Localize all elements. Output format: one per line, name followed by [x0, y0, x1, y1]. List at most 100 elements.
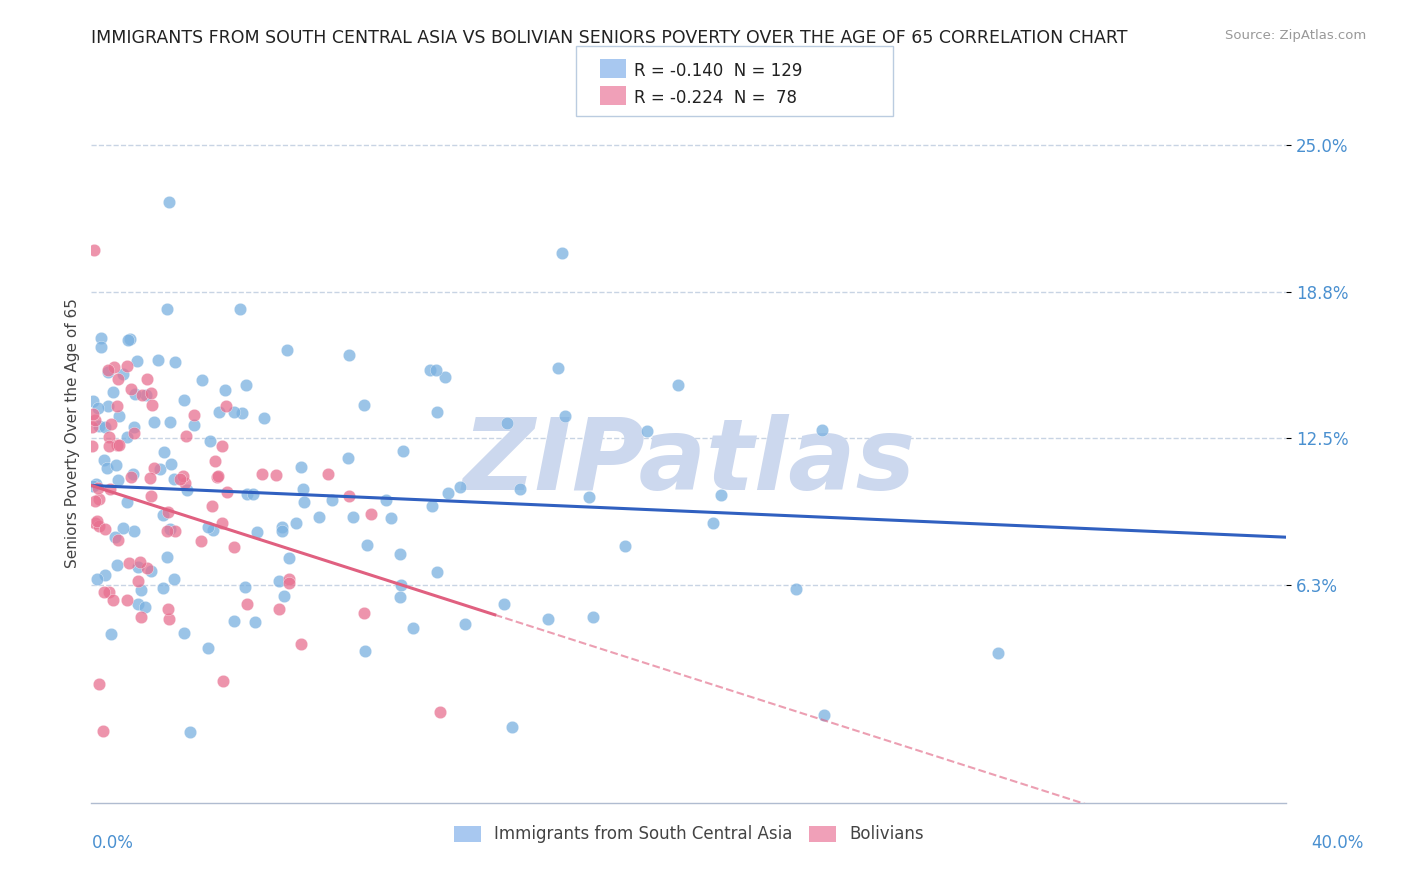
- Point: [127, 574, 149, 588]
- Point: [143, 415, 166, 429]
- Point: [509, 482, 531, 496]
- Point: [90, 340, 112, 354]
- Point: [100, 417, 122, 431]
- Y-axis label: Seniors Poverty Over the Age of 65: Seniors Poverty Over the Age of 65: [65, 298, 80, 567]
- Point: [97, 439, 120, 453]
- Point: [115, 430, 138, 444]
- Point: [264, 468, 287, 483]
- Point: [236, 487, 259, 501]
- Point: [84, 477, 107, 491]
- Point: [157, 602, 180, 616]
- Point: [267, 602, 290, 616]
- Point: [290, 459, 312, 474]
- Point: [87, 677, 110, 691]
- Point: [174, 429, 197, 443]
- Point: [276, 343, 298, 358]
- Point: [420, 500, 443, 514]
- Point: [138, 471, 160, 485]
- Point: [554, 409, 576, 423]
- Point: [84, 516, 107, 530]
- Point: [197, 520, 219, 534]
- Point: [93, 453, 115, 467]
- Point: [141, 489, 163, 503]
- Point: [124, 387, 146, 401]
- Point: [402, 621, 425, 635]
- Point: [98, 430, 121, 444]
- Point: [134, 599, 156, 614]
- Point: [131, 610, 153, 624]
- Point: [375, 492, 398, 507]
- Point: [215, 399, 238, 413]
- Point: [86, 514, 108, 528]
- Point: [163, 471, 186, 485]
- Point: [492, 597, 515, 611]
- Point: [97, 399, 120, 413]
- Point: [163, 524, 186, 538]
- Point: [107, 372, 129, 386]
- Point: [139, 386, 162, 401]
- Point: [131, 582, 153, 597]
- Point: [243, 615, 266, 630]
- Point: [811, 423, 834, 437]
- Point: [122, 524, 145, 538]
- Point: [337, 450, 360, 465]
- Point: [135, 560, 157, 574]
- Point: [128, 555, 150, 569]
- Point: [321, 492, 343, 507]
- Text: R = -0.140  N = 129: R = -0.140 N = 129: [634, 62, 803, 80]
- Point: [141, 398, 163, 412]
- Point: [389, 578, 412, 592]
- Text: Source: ZipAtlas.com: Source: ZipAtlas.com: [1226, 29, 1367, 42]
- Point: [135, 388, 157, 402]
- Point: [80, 440, 103, 454]
- Legend: Immigrants from South Central Asia, Bolivians: Immigrants from South Central Asia, Boli…: [447, 819, 931, 850]
- Point: [551, 246, 574, 260]
- Point: [419, 363, 441, 377]
- Point: [425, 362, 447, 376]
- Point: [127, 597, 149, 611]
- Point: [176, 483, 198, 498]
- Point: [290, 637, 312, 651]
- Point: [388, 547, 411, 561]
- Point: [190, 533, 212, 548]
- Point: [105, 399, 128, 413]
- Point: [316, 467, 339, 482]
- Point: [987, 646, 1010, 660]
- Point: [242, 487, 264, 501]
- Point: [94, 522, 117, 536]
- Point: [152, 508, 174, 522]
- Point: [136, 372, 159, 386]
- Point: [120, 382, 142, 396]
- Point: [429, 705, 451, 719]
- Point: [84, 494, 107, 508]
- Point: [174, 476, 197, 491]
- Point: [159, 415, 181, 429]
- Point: [149, 462, 172, 476]
- Point: [191, 373, 214, 387]
- Point: [337, 348, 360, 362]
- Point: [436, 485, 458, 500]
- Point: [82, 479, 104, 493]
- Point: [277, 572, 299, 586]
- Point: [108, 438, 131, 452]
- Point: [537, 612, 560, 626]
- Point: [449, 480, 471, 494]
- Point: [702, 516, 724, 530]
- Point: [222, 405, 245, 419]
- Point: [83, 244, 105, 258]
- Point: [231, 406, 253, 420]
- Point: [82, 394, 104, 409]
- Point: [582, 610, 605, 624]
- Point: [103, 360, 125, 375]
- Point: [252, 467, 274, 481]
- Point: [353, 398, 375, 412]
- Point: [235, 598, 257, 612]
- Point: [156, 302, 179, 317]
- Point: [163, 572, 186, 586]
- Text: R = -0.224  N =  78: R = -0.224 N = 78: [634, 89, 797, 107]
- Point: [426, 566, 449, 580]
- Point: [454, 616, 477, 631]
- Point: [198, 434, 221, 449]
- Point: [118, 556, 141, 570]
- Point: [87, 492, 110, 507]
